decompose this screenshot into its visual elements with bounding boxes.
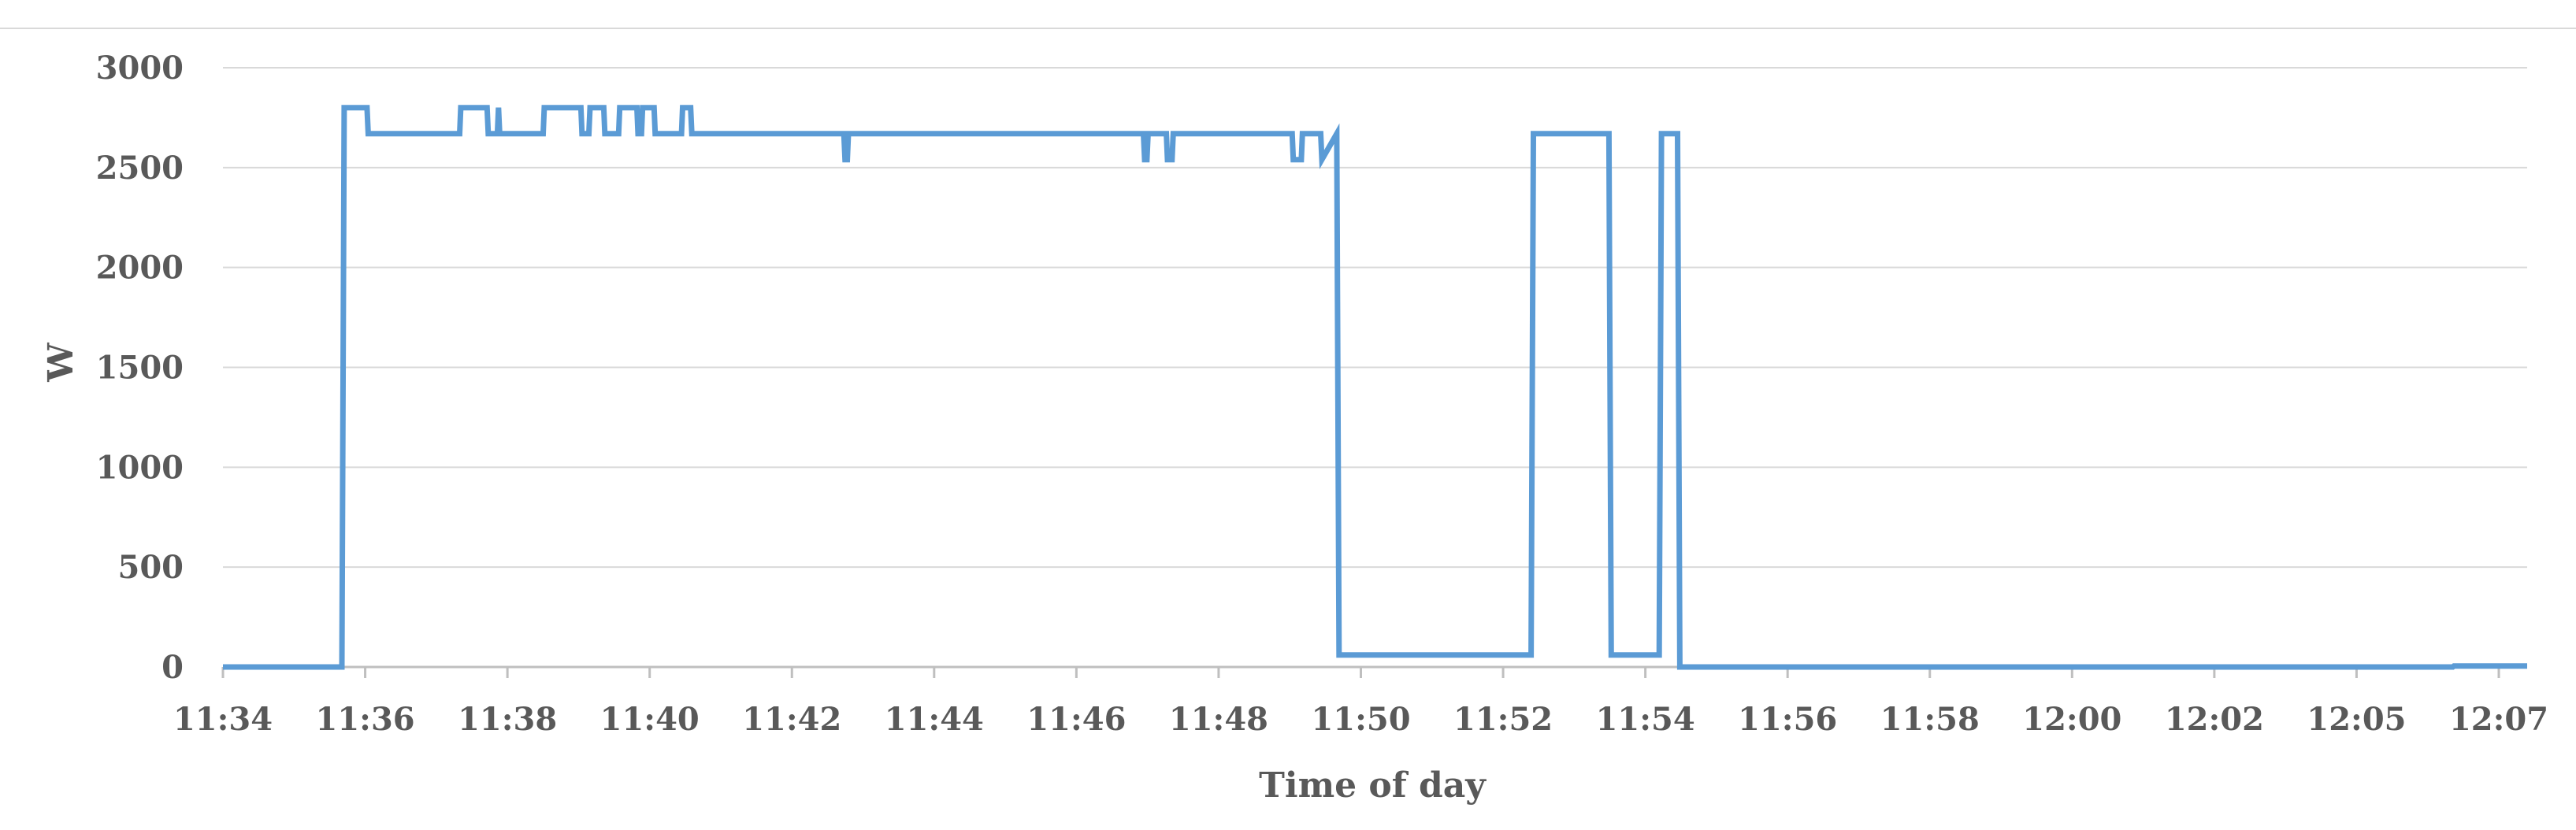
x-tick-label-15: 12:05 bbox=[2307, 701, 2406, 738]
x-tick-label-9: 11:52 bbox=[1453, 701, 1553, 738]
x-tick-label-16: 12:07 bbox=[2449, 701, 2548, 738]
y-tick-label-1000: 1000 bbox=[96, 449, 184, 486]
x-tick-label-8: 11:50 bbox=[1311, 701, 1410, 738]
x-tick-label-2: 11:38 bbox=[458, 701, 557, 738]
series-line-0 bbox=[223, 105, 2527, 670]
y-tick-label-2000: 2000 bbox=[96, 250, 184, 287]
y-tick-label-0: 0 bbox=[161, 649, 184, 686]
y-gridlines bbox=[223, 67, 2527, 669]
x-tick-label-11: 11:56 bbox=[1738, 701, 1837, 738]
y-tick-label-500: 500 bbox=[118, 549, 184, 586]
y-tick-label-1500: 1500 bbox=[96, 350, 184, 387]
y-tick-label-2500: 2500 bbox=[96, 150, 184, 187]
x-tick-label-7: 11:48 bbox=[1169, 701, 1268, 738]
series-layer bbox=[223, 105, 2527, 670]
y-tick-labels: 0 500 1000 1500 2000 2500 3000 bbox=[96, 50, 184, 686]
x-tick-label-0: 11:34 bbox=[173, 701, 273, 738]
x-tick-label-6: 11:46 bbox=[1026, 701, 1126, 738]
x-tick-label-12: 11:58 bbox=[1880, 701, 1980, 738]
x-tick-label-5: 11:44 bbox=[885, 701, 984, 738]
y-tick-label-3000: 3000 bbox=[96, 50, 184, 87]
x-tick-marks bbox=[221, 667, 2500, 678]
x-tick-label-13: 12:00 bbox=[2022, 701, 2121, 738]
x-tick-label-1: 11:36 bbox=[316, 701, 415, 738]
x-tick-label-3: 11:40 bbox=[600, 701, 700, 738]
x-tick-label-10: 11:54 bbox=[1596, 701, 1695, 738]
y-axis-title: W bbox=[41, 343, 81, 383]
x-tick-label-14: 12:02 bbox=[2165, 701, 2264, 738]
x-axis-title: Time of day bbox=[1259, 765, 1487, 806]
x-tick-label-4: 11:42 bbox=[742, 701, 841, 738]
x-tick-labels: 11:34 11:36 11:38 11:40 11:42 11:44 11:46 11:48… bbox=[173, 701, 2548, 738]
